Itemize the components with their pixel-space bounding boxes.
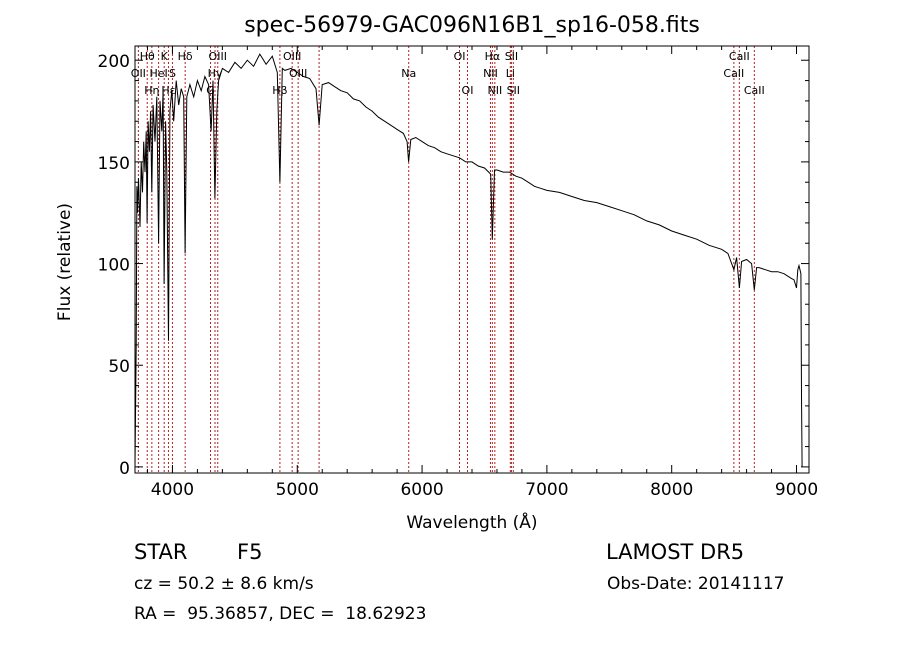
ra-dec: RA = 95.36857, DEC = 18.62923 xyxy=(134,604,427,624)
y-tick-label-4: 200 xyxy=(98,52,130,72)
line-label-19: Hα xyxy=(485,50,501,63)
x-tick-label-5: 9000 xyxy=(775,480,818,500)
y-tick-label-1: 50 xyxy=(108,357,130,377)
y-tick-label-2: 100 xyxy=(98,256,130,276)
survey-name: LAMOST DR5 xyxy=(606,540,745,564)
emission-line-markers xyxy=(137,46,755,473)
line-label-23: SII xyxy=(507,84,520,97)
line-label-0: OII xyxy=(131,67,146,80)
y-tick-label-3: 150 xyxy=(98,154,130,174)
line-label-20: NII xyxy=(487,84,502,97)
line-label-24: CaII xyxy=(723,67,744,80)
line-label-17: OI xyxy=(462,84,474,97)
line-label-10: OIII xyxy=(209,50,227,63)
line-label-11: Hβ xyxy=(272,84,287,97)
redshift-cz: cz = 50.2 ± 8.6 km/s xyxy=(134,574,314,594)
line-label-16: OI xyxy=(454,50,466,63)
line-label-6: S xyxy=(169,67,176,80)
observation-date: Obs-Date: 20141117 xyxy=(607,574,785,594)
line-label-3: HeI xyxy=(149,67,167,80)
x-tick-label-4: 8000 xyxy=(650,480,693,500)
line-label-8: G xyxy=(206,84,215,97)
line-label-18: NII xyxy=(483,67,498,80)
line-label-15: Na xyxy=(401,67,416,80)
line-label-4: K xyxy=(161,50,169,63)
line-label-1: Hθ xyxy=(140,50,155,63)
chart-title: spec-56979-GAC096N16B1_sp16-058.fits xyxy=(244,13,700,38)
x-tick-label-2: 6000 xyxy=(400,480,443,500)
line-label-22: SII xyxy=(505,50,518,63)
line-label-2: Hη xyxy=(144,84,159,97)
line-label-7: Hδ xyxy=(178,50,193,63)
axes: 4000 5000 6000 7000 8000 9000 0 50 100 150 200 xyxy=(98,46,818,500)
y-axis-label: Flux (relative) xyxy=(55,203,75,321)
x-axis-label: Wavelength (Å) xyxy=(406,511,537,533)
y-tick-label-0: 0 xyxy=(119,459,130,479)
line-label-9: Hγ xyxy=(208,67,223,80)
x-tick-label-3: 7000 xyxy=(525,480,568,500)
line-label-21: Li xyxy=(506,67,515,80)
line-label-26: CaII xyxy=(744,84,765,97)
spectrum-line xyxy=(134,53,803,467)
line-label-25: CaII xyxy=(729,50,750,63)
object-class: STAR xyxy=(134,540,188,564)
plot-frame xyxy=(134,45,810,474)
x-tick-label-1: 5000 xyxy=(276,480,319,500)
x-tick-label-0: 4000 xyxy=(151,480,194,500)
object-subclass: F5 xyxy=(237,540,263,564)
line-label-12: OIII xyxy=(283,50,301,63)
